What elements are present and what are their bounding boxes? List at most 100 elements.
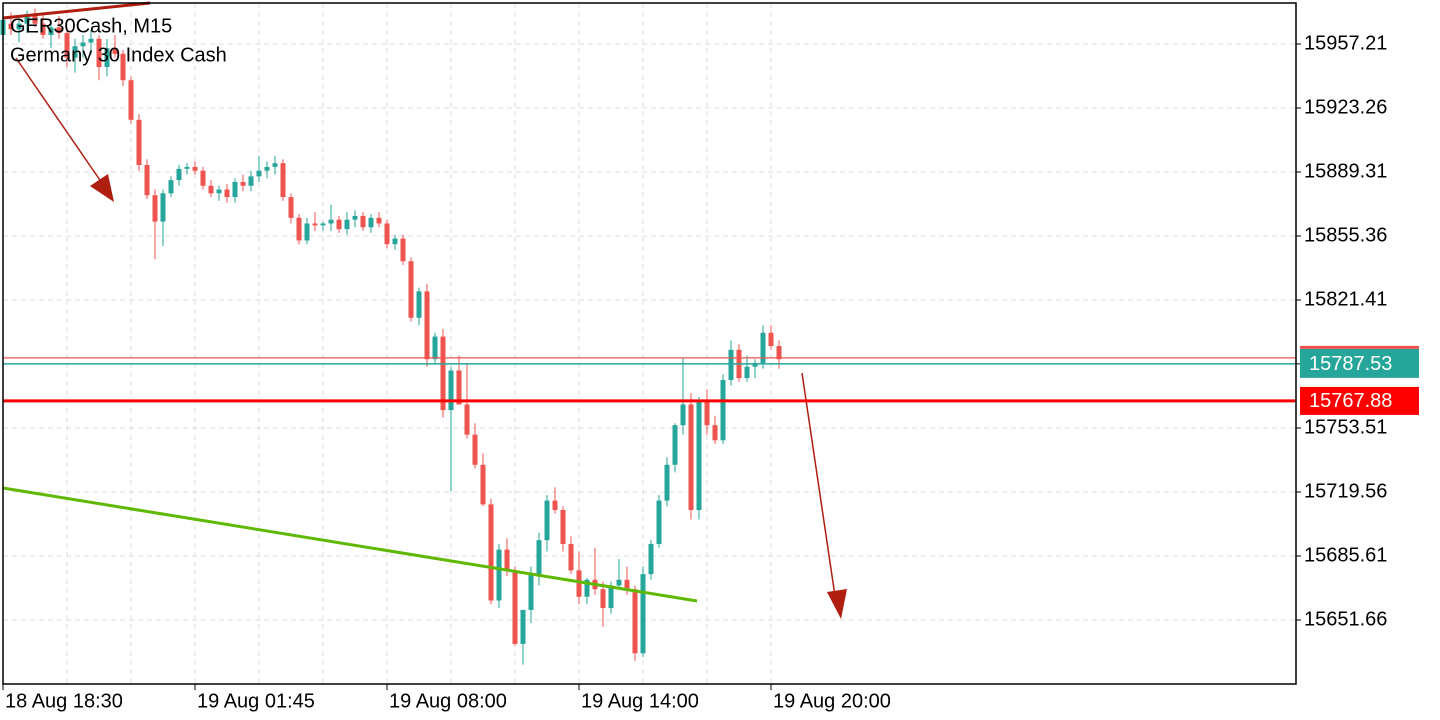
candle-body — [64, 33, 70, 58]
candle-body — [504, 549, 510, 571]
candle-body — [160, 193, 166, 222]
candle-body — [16, 23, 22, 30]
candle-body — [448, 370, 454, 411]
candle-body — [568, 543, 574, 571]
candle-body — [32, 16, 38, 24]
candle-body — [672, 425, 678, 465]
arrow-head — [827, 589, 847, 619]
candle-body — [616, 579, 622, 586]
candle-body — [544, 500, 550, 541]
candle-body — [264, 166, 270, 171]
candle-body — [376, 217, 382, 224]
candle-body — [288, 197, 294, 218]
candle-body — [768, 332, 774, 347]
candle-body — [80, 42, 86, 47]
y-tick-label: 15719.56 — [1304, 480, 1387, 502]
candle-body — [632, 589, 638, 654]
candle-body — [392, 238, 398, 245]
y-tick-label: 15651.66 — [1304, 608, 1387, 630]
candle-body — [512, 570, 518, 644]
candle-body — [744, 366, 750, 379]
candle-body — [224, 189, 230, 198]
candle-body — [720, 379, 726, 441]
candle-body — [200, 170, 206, 186]
candle-body — [320, 223, 326, 226]
plot-border — [2, 2, 1297, 685]
candle-body — [88, 38, 94, 43]
candle-body — [168, 180, 174, 194]
candle-body — [528, 574, 534, 610]
candle-body — [272, 163, 278, 167]
candle-body — [536, 540, 542, 575]
plot-area — [3, 3, 1296, 684]
y-tick-label: 15855.36 — [1304, 224, 1387, 246]
candle-body — [576, 570, 582, 597]
candle-body — [552, 500, 558, 511]
candle-body — [640, 574, 646, 654]
candle-body — [232, 182, 238, 198]
candle-body — [664, 464, 670, 501]
x-tick-label: 19 Aug 01:45 — [197, 690, 315, 712]
candle-body — [136, 119, 142, 166]
y-tick-label: 15957.21 — [1304, 32, 1387, 54]
candle-body — [96, 38, 102, 68]
y-tick-label: 15685.61 — [1304, 544, 1387, 566]
candle-body — [424, 291, 430, 360]
candle-body — [600, 589, 606, 609]
candle-body — [480, 464, 486, 505]
candle-body — [256, 170, 262, 177]
candle-body — [584, 579, 590, 597]
candle-body — [368, 217, 374, 228]
candle-body — [152, 195, 158, 222]
candle-body — [624, 579, 630, 590]
candle-body — [760, 332, 766, 363]
candle-body — [648, 543, 654, 575]
candle-body — [752, 362, 758, 367]
candle-body — [72, 46, 78, 58]
current-price-box — [1300, 348, 1419, 378]
y-tick-label: 15753.51 — [1304, 416, 1387, 438]
candle-body — [112, 48, 118, 54]
candle-body — [680, 404, 686, 426]
candle-body — [608, 585, 614, 609]
candle-body — [176, 168, 182, 181]
candle-body — [128, 80, 134, 120]
candle-body — [8, 23, 14, 30]
candle-body — [456, 370, 462, 405]
candle-body — [280, 163, 286, 198]
x-tick-label: 19 Aug 20:00 — [773, 690, 891, 712]
candle-body — [216, 189, 222, 194]
chart-subtitle: Germany 30 Index Cash — [10, 44, 227, 66]
y-tick-label: 15923.26 — [1304, 96, 1387, 118]
chart-title: GER30Cash, M15 — [10, 15, 172, 37]
candle-body — [384, 223, 390, 245]
arrow-head — [90, 174, 114, 202]
candle-body — [48, 27, 54, 35]
candle-body — [696, 400, 702, 511]
trend-line — [2, 1, 151, 20]
candle-body — [464, 404, 470, 435]
current-price-box-top — [1300, 345, 1419, 349]
candle-body — [400, 238, 406, 262]
arrow — [801, 372, 836, 597]
candle-body — [336, 219, 342, 230]
candle-body — [248, 176, 254, 186]
candle-body — [776, 346, 782, 360]
candle-body — [312, 223, 318, 226]
candle-body — [712, 425, 718, 441]
candle-body — [344, 219, 350, 230]
candle-body — [296, 217, 302, 241]
candle-body — [120, 53, 126, 81]
x-tick-label: 18 Aug 18:30 — [5, 690, 123, 712]
candle-body — [24, 16, 30, 24]
arrow — [15, 57, 105, 187]
candle-body — [488, 504, 494, 601]
current-price-label: 15787.53 — [1309, 353, 1392, 375]
candle-body — [192, 166, 198, 171]
candle-body — [496, 549, 502, 601]
candle-body — [208, 185, 214, 194]
levels — [3, 357, 1296, 403]
candle-body — [432, 336, 438, 360]
candle-body — [728, 349, 734, 380]
